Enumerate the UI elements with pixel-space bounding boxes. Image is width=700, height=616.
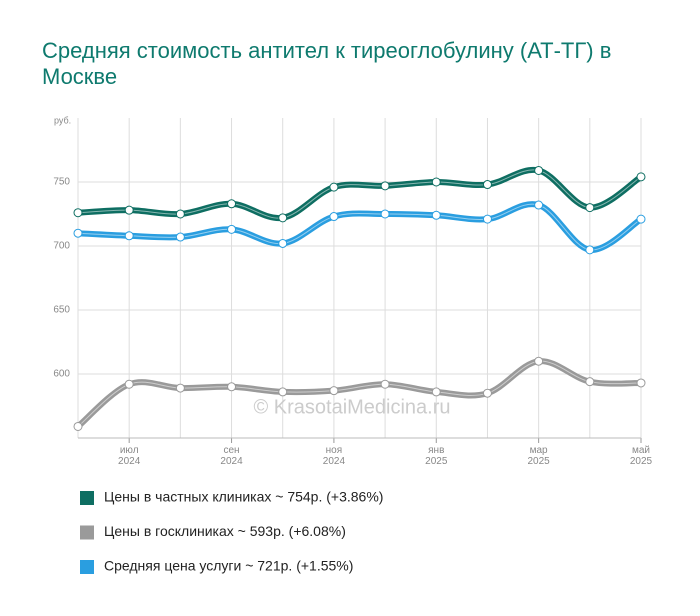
point (636, 214, 646, 224)
point (380, 379, 390, 389)
point (534, 200, 544, 210)
point (73, 228, 83, 238)
x-tick-label: ноя 2024 (323, 445, 346, 467)
point (278, 238, 288, 248)
point (329, 386, 339, 396)
point (124, 205, 134, 215)
point (329, 212, 339, 222)
point (73, 421, 83, 431)
point (278, 387, 288, 397)
y-tick-label: 650 (53, 305, 70, 316)
point (431, 177, 441, 187)
y-tick-label: 750 (53, 177, 70, 188)
point (227, 382, 237, 392)
legend-label: Цены в госклиниках ~ 593р. (+6.08%) (104, 523, 346, 539)
legend-swatch (80, 560, 94, 574)
y-unit: руб. (54, 115, 71, 125)
x-tick-label: май 2025 (630, 445, 653, 467)
x-tick-label: янв 2025 (425, 445, 448, 467)
point (278, 213, 288, 223)
point (124, 379, 134, 389)
point (482, 180, 492, 190)
point (431, 387, 441, 397)
point (73, 208, 83, 218)
legend-swatch (80, 525, 94, 540)
point (534, 165, 544, 175)
point (227, 224, 237, 234)
point (175, 232, 185, 242)
y-tick-label: 700 (53, 241, 70, 252)
watermark: © KrasotaiMedicina.ru (253, 396, 450, 418)
point (585, 203, 595, 213)
point (380, 181, 390, 191)
point (534, 356, 544, 366)
x-tick-label: мар 2025 (528, 445, 551, 467)
point (124, 231, 134, 241)
point (482, 214, 492, 224)
point (329, 182, 339, 192)
grid (77, 118, 642, 438)
point (227, 199, 237, 209)
legend-swatch (80, 491, 94, 505)
chart-title: Средняя стоимость антител к тиреоглобули… (42, 38, 612, 89)
point (175, 383, 185, 393)
y-tick-label: 600 (53, 369, 70, 380)
point (636, 378, 646, 388)
point (585, 245, 595, 255)
point (175, 209, 185, 219)
point (482, 388, 492, 398)
point (380, 209, 390, 219)
x-tick-label: сен 2024 (220, 445, 243, 467)
point (431, 210, 441, 220)
point (585, 377, 595, 387)
point (636, 172, 646, 182)
x-tick-label: июл 2024 (118, 445, 141, 467)
legend-label: Цены в частных клиниках ~ 754р. (+3.86%) (104, 489, 383, 505)
legend-label: Средняя цена услуги ~ 721р. (+1.55%) (104, 558, 353, 574)
